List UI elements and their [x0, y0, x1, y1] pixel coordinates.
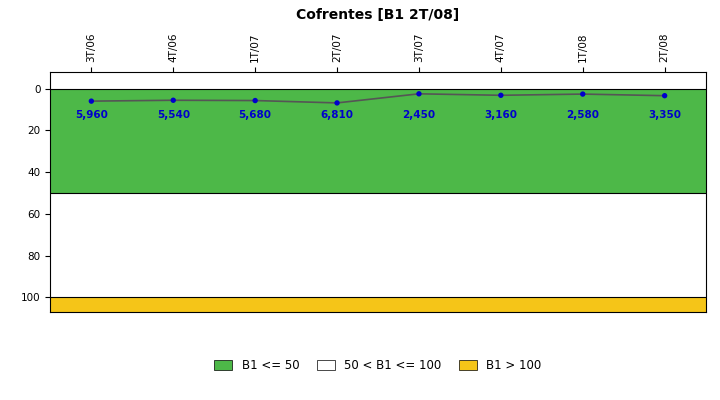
Point [249, 97, 261, 104]
Point [413, 91, 425, 97]
Point [331, 100, 343, 106]
Point [86, 98, 97, 104]
Bar [50, 89, 706, 193]
Text: 2,580: 2,580 [566, 110, 599, 120]
Legend: B1 <= 50, 50 < B1 <= 100, B1 > 100: B1 <= 50, 50 < B1 <= 100, B1 > 100 [209, 353, 547, 378]
Text: 5,960: 5,960 [75, 110, 108, 120]
Text: 6,810: 6,810 [320, 110, 354, 120]
Point [659, 92, 670, 99]
Text: 2,450: 2,450 [402, 110, 436, 120]
Point [495, 92, 507, 98]
Bar [50, 193, 706, 297]
Point [577, 91, 588, 97]
Bar [50, 297, 706, 312]
Title: Cofrentes [B1 2T/08]: Cofrentes [B1 2T/08] [297, 8, 459, 22]
Point [168, 97, 179, 104]
Text: 3,160: 3,160 [485, 110, 518, 120]
Text: 3,350: 3,350 [648, 110, 681, 120]
Text: 5,540: 5,540 [157, 110, 190, 120]
Text: 5,680: 5,680 [238, 110, 271, 120]
